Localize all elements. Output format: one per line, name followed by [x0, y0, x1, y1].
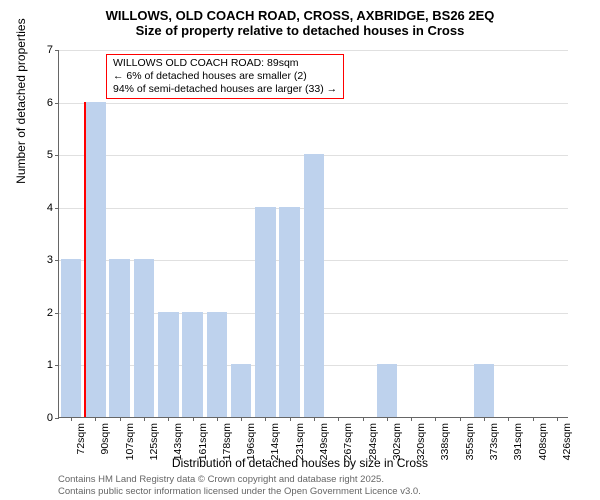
x-tick-label: 391sqm: [512, 423, 524, 460]
y-tick-label: 1: [47, 359, 53, 371]
y-tick-mark: [55, 313, 59, 314]
x-tick-mark: [435, 417, 436, 421]
x-tick-label: 320sqm: [415, 423, 427, 460]
bar: [61, 259, 82, 417]
x-tick-mark: [460, 417, 461, 421]
x-tick-label: 408sqm: [537, 423, 549, 460]
x-tick-mark: [168, 417, 169, 421]
x-tick-label: 90sqm: [99, 423, 111, 455]
y-tick-mark: [55, 208, 59, 209]
x-tick-mark: [193, 417, 194, 421]
title-line-2: Size of property relative to detached ho…: [0, 23, 600, 38]
x-tick-mark: [484, 417, 485, 421]
annotation-line-2: ← 6% of detached houses are smaller (2): [113, 70, 337, 83]
bar: [109, 259, 130, 417]
annotation-line-1: WILLOWS OLD COACH ROAD: 89sqm: [113, 57, 337, 70]
plot-region: 0123456772sqm90sqm107sqm125sqm143sqm161s…: [58, 50, 568, 418]
grid-line: [59, 50, 568, 51]
x-tick-mark: [120, 417, 121, 421]
title-line-1: WILLOWS, OLD COACH ROAD, CROSS, AXBRIDGE…: [0, 8, 600, 23]
y-tick-label: 5: [47, 149, 53, 161]
footer-line-1: Contains HM Land Registry data © Crown c…: [58, 474, 421, 486]
y-tick-label: 3: [47, 254, 53, 266]
bar: [255, 207, 276, 417]
chart-container: WILLOWS, OLD COACH ROAD, CROSS, AXBRIDGE…: [0, 0, 600, 500]
y-tick-label: 6: [47, 97, 53, 109]
bar: [474, 364, 495, 417]
x-tick-mark: [508, 417, 509, 421]
x-tick-label: 214sqm: [269, 423, 281, 460]
y-tick-label: 7: [47, 44, 53, 56]
bar: [182, 312, 203, 417]
chart-area: 0123456772sqm90sqm107sqm125sqm143sqm161s…: [58, 50, 568, 418]
annotation-box: WILLOWS OLD COACH ROAD: 89sqm ← 6% of de…: [106, 54, 344, 99]
y-tick-mark: [55, 365, 59, 366]
x-tick-label: 338sqm: [439, 423, 451, 460]
y-tick-label: 4: [47, 202, 53, 214]
title-block: WILLOWS, OLD COACH ROAD, CROSS, AXBRIDGE…: [0, 0, 600, 42]
x-tick-label: 178sqm: [221, 423, 233, 460]
x-tick-mark: [217, 417, 218, 421]
x-tick-mark: [314, 417, 315, 421]
x-tick-mark: [144, 417, 145, 421]
x-tick-label: 373sqm: [488, 423, 500, 460]
y-tick-mark: [55, 155, 59, 156]
x-tick-mark: [533, 417, 534, 421]
footer-attribution: Contains HM Land Registry data © Crown c…: [58, 474, 421, 498]
grid-line: [59, 103, 568, 104]
bar: [304, 154, 325, 417]
x-tick-mark: [338, 417, 339, 421]
y-axis-label: Number of detached properties: [14, 18, 28, 183]
x-tick-mark: [387, 417, 388, 421]
x-tick-mark: [363, 417, 364, 421]
annotation-line-3: 94% of semi-detached houses are larger (…: [113, 83, 337, 96]
x-tick-mark: [290, 417, 291, 421]
x-tick-mark: [71, 417, 72, 421]
y-tick-mark: [55, 260, 59, 261]
x-tick-mark: [265, 417, 266, 421]
x-tick-label: 426sqm: [561, 423, 573, 460]
x-tick-label: 267sqm: [342, 423, 354, 460]
x-tick-label: 231sqm: [294, 423, 306, 460]
bar: [134, 259, 155, 417]
x-tick-label: 143sqm: [172, 423, 184, 460]
x-axis-label: Distribution of detached houses by size …: [172, 456, 428, 470]
bar: [377, 364, 398, 417]
y-tick-mark: [55, 103, 59, 104]
x-tick-label: 161sqm: [197, 423, 209, 460]
bar: [158, 312, 179, 417]
y-tick-label: 0: [47, 412, 53, 424]
y-tick-label: 2: [47, 307, 53, 319]
x-tick-label: 355sqm: [464, 423, 476, 460]
x-tick-label: 107sqm: [124, 423, 136, 460]
x-tick-label: 302sqm: [391, 423, 403, 460]
x-tick-label: 284sqm: [367, 423, 379, 460]
x-tick-label: 196sqm: [245, 423, 257, 460]
x-tick-mark: [95, 417, 96, 421]
marker-line: [84, 102, 86, 417]
x-tick-mark: [557, 417, 558, 421]
y-tick-mark: [55, 418, 59, 419]
x-tick-label: 249sqm: [318, 423, 330, 460]
bar: [231, 364, 252, 417]
bar: [207, 312, 228, 417]
x-tick-mark: [241, 417, 242, 421]
bar: [279, 207, 300, 417]
bar: [85, 102, 106, 417]
x-tick-label: 125sqm: [148, 423, 160, 460]
x-tick-label: 72sqm: [75, 423, 87, 455]
footer-line-2: Contains public sector information licen…: [58, 486, 421, 498]
x-tick-mark: [411, 417, 412, 421]
y-tick-mark: [55, 50, 59, 51]
